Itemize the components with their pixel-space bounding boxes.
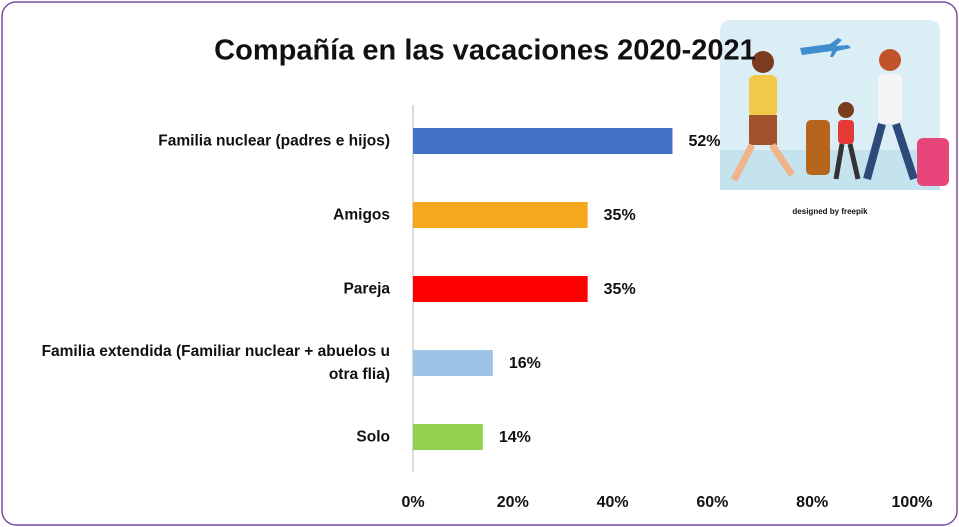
bar <box>413 350 493 376</box>
bar <box>413 202 588 228</box>
y-tick-label: Pareja <box>18 278 390 301</box>
y-tick-label: Amigos <box>18 204 390 227</box>
value-label: 52% <box>688 133 720 150</box>
x-tick-label: 0% <box>401 494 424 511</box>
x-tick-label: 100% <box>892 494 933 511</box>
bar <box>413 424 483 450</box>
bar <box>413 128 672 154</box>
x-tick-label: 20% <box>497 494 529 511</box>
chart-title: Compañía en las vacaciones 2020-2021 <box>214 35 756 67</box>
y-tick-label: Familia nuclear (padres e hijos) <box>18 130 390 153</box>
x-tick-label: 40% <box>597 494 629 511</box>
bar <box>413 276 588 302</box>
value-label: 14% <box>499 429 531 446</box>
value-label: 35% <box>604 281 636 298</box>
x-tick-label: 60% <box>696 494 728 511</box>
y-tick-label: Solo <box>18 426 390 449</box>
value-label: 16% <box>509 355 541 372</box>
value-label: 35% <box>604 207 636 224</box>
page: designed by freepik Compañía en las vaca… <box>0 0 959 527</box>
y-tick-label: Familia extendida (Familiar nuclear + ab… <box>18 340 390 386</box>
image-credit: designed by freepik <box>792 207 868 216</box>
x-tick-label: 80% <box>796 494 828 511</box>
